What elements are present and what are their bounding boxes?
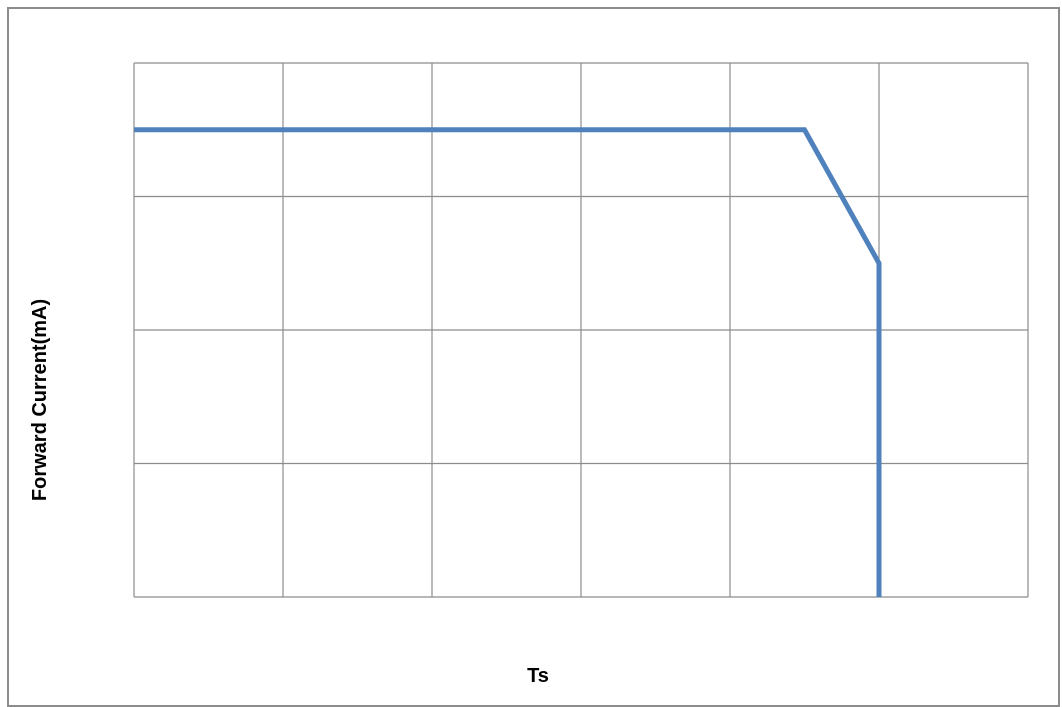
grid — [133, 62, 1029, 598]
series-line-0 — [134, 127, 882, 597]
chart-frame — [7, 7, 1060, 707]
y-axis-label: Forward Current(mA) — [29, 299, 51, 501]
x-axis-label: Ts — [527, 665, 549, 687]
series-layer — [134, 127, 882, 597]
